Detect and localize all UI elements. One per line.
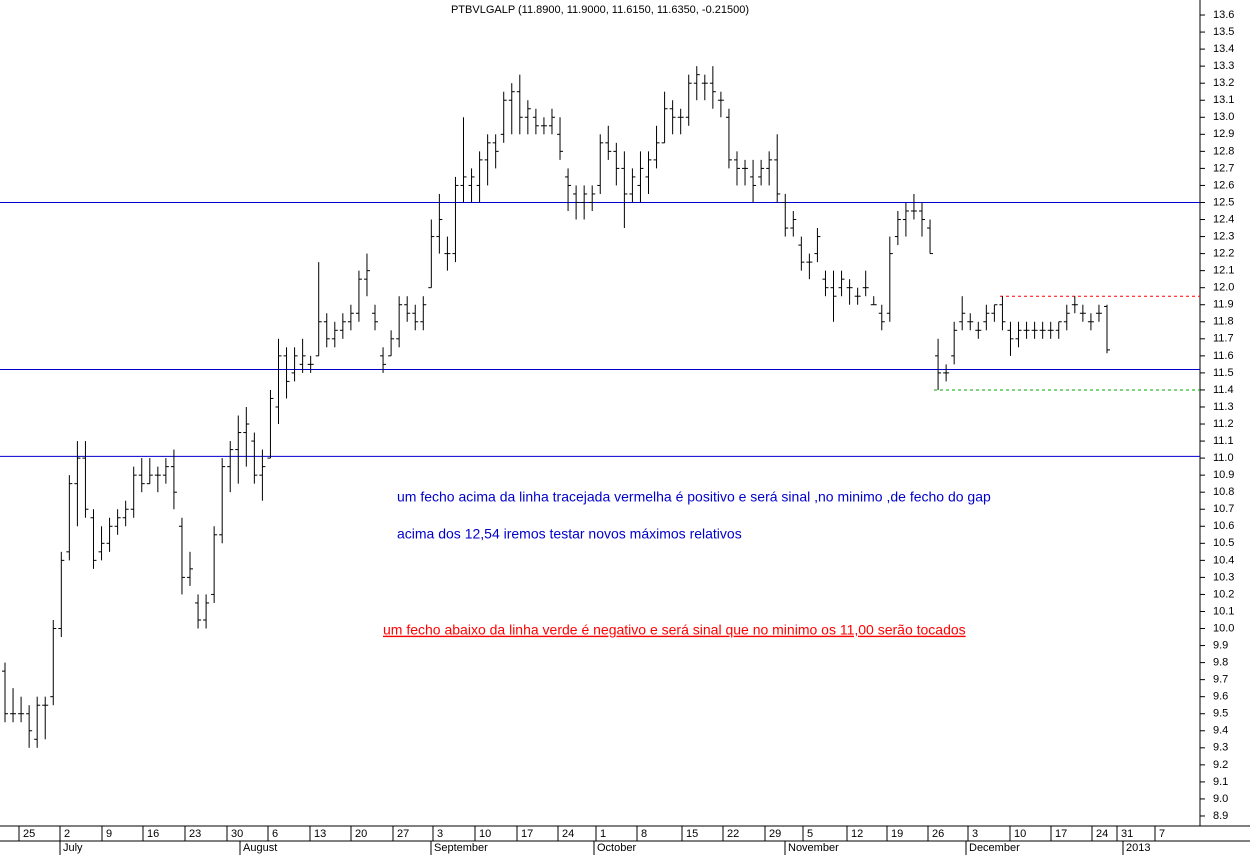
month-label: October bbox=[597, 842, 636, 854]
x-tick-label: 25 bbox=[23, 828, 35, 840]
y-tick-label: 11.9 bbox=[1213, 299, 1234, 311]
y-tick-label: 10.6 bbox=[1213, 520, 1234, 532]
y-tick-label: 13.6 bbox=[1213, 9, 1234, 21]
y-tick-label: 10.7 bbox=[1213, 503, 1234, 515]
y-tick-label: 9.1 bbox=[1213, 776, 1228, 788]
y-tick-label: 11.7 bbox=[1213, 333, 1234, 345]
y-tick-label: 11.0 bbox=[1213, 452, 1234, 464]
y-tick-label: 12.1 bbox=[1213, 265, 1234, 277]
annotation: um fecho abaixo da linha verde é negativ… bbox=[383, 622, 966, 638]
y-tick-label: 12.5 bbox=[1213, 196, 1234, 208]
y-tick-label: 13.4 bbox=[1213, 43, 1234, 55]
x-tick-label: 8 bbox=[641, 828, 647, 840]
y-tick-label: 10.0 bbox=[1213, 622, 1234, 634]
y-tick-label: 11.3 bbox=[1213, 401, 1234, 413]
y-tick-label: 9.7 bbox=[1213, 674, 1228, 686]
month-label: July bbox=[63, 842, 83, 854]
y-tick-label: 11.5 bbox=[1213, 367, 1234, 379]
y-tick-label: 9.5 bbox=[1213, 708, 1228, 720]
y-tick-label: 10.2 bbox=[1213, 588, 1234, 600]
x-tick-label: 9 bbox=[106, 828, 112, 840]
y-tick-label: 10.1 bbox=[1213, 605, 1234, 617]
y-tick-label: 10.9 bbox=[1213, 469, 1234, 481]
x-tick-label: 27 bbox=[397, 828, 409, 840]
y-tick-label: 10.3 bbox=[1213, 571, 1234, 583]
y-tick-label: 9.3 bbox=[1213, 742, 1228, 754]
x-tick-label: 31 bbox=[1121, 828, 1133, 840]
x-tick-label: 10 bbox=[1014, 828, 1026, 840]
y-tick-label: 10.8 bbox=[1213, 486, 1234, 498]
y-tick-label: 12.6 bbox=[1213, 179, 1234, 191]
y-tick-label: 10.5 bbox=[1213, 537, 1234, 549]
y-tick-label: 13.2 bbox=[1213, 77, 1234, 89]
x-tick-label: 29 bbox=[769, 828, 781, 840]
y-tick-label: 9.8 bbox=[1213, 657, 1228, 669]
y-tick-label: 12.3 bbox=[1213, 230, 1234, 242]
x-tick-label: 13 bbox=[314, 828, 326, 840]
y-tick-label: 12.0 bbox=[1213, 282, 1234, 294]
y-tick-label: 13.5 bbox=[1213, 26, 1234, 38]
x-tick-label: 16 bbox=[147, 828, 159, 840]
x-tick-label: 22 bbox=[727, 828, 739, 840]
x-tick-label: 26 bbox=[932, 828, 944, 840]
month-label: November bbox=[788, 842, 839, 854]
x-tick-label: 20 bbox=[355, 828, 367, 840]
y-tick-label: 11.6 bbox=[1213, 350, 1234, 362]
x-tick-label: 17 bbox=[1055, 828, 1067, 840]
x-tick-label: 30 bbox=[231, 828, 243, 840]
x-tick-label: 17 bbox=[521, 828, 533, 840]
chart-title: PTBVLGALP (11.8900, 11.9000, 11.6150, 11… bbox=[451, 4, 749, 16]
x-tick-label: 3 bbox=[972, 828, 978, 840]
y-tick-label: 9.6 bbox=[1213, 691, 1228, 703]
x-tick-label: 23 bbox=[189, 828, 201, 840]
x-tick-label: 24 bbox=[1096, 828, 1108, 840]
month-label: 2013 bbox=[1126, 842, 1150, 854]
x-tick-label: 10 bbox=[479, 828, 491, 840]
month-label: December bbox=[969, 842, 1020, 854]
annotation: acima dos 12,54 iremos testar novos máxi… bbox=[397, 526, 742, 542]
y-tick-label: 12.7 bbox=[1213, 162, 1234, 174]
x-tick-label: 12 bbox=[851, 828, 863, 840]
x-tick-label: 2 bbox=[64, 828, 70, 840]
x-tick-label: 5 bbox=[807, 828, 813, 840]
y-tick-label: 11.1 bbox=[1213, 435, 1234, 447]
x-tick-label: 7 bbox=[1159, 828, 1165, 840]
y-tick-label: 12.8 bbox=[1213, 145, 1234, 157]
x-tick-label: 1 bbox=[600, 828, 606, 840]
y-tick-label: 9.9 bbox=[1213, 639, 1228, 651]
x-tick-label: 15 bbox=[686, 828, 698, 840]
y-tick-label: 13.0 bbox=[1213, 111, 1234, 123]
y-tick-label: 13.3 bbox=[1213, 60, 1234, 72]
x-tick-label: 3 bbox=[437, 828, 443, 840]
x-tick-label: 19 bbox=[891, 828, 903, 840]
annotation: um fecho acima da linha tracejada vermel… bbox=[397, 489, 991, 505]
y-tick-label: 11.8 bbox=[1213, 316, 1234, 328]
y-tick-label: 10.4 bbox=[1213, 554, 1234, 566]
y-tick-label: 8.9 bbox=[1213, 810, 1228, 822]
month-label: August bbox=[243, 842, 277, 854]
y-tick-label: 11.2 bbox=[1213, 418, 1234, 430]
x-tick-label: 6 bbox=[272, 828, 278, 840]
y-tick-label: 9.0 bbox=[1213, 793, 1228, 805]
y-tick-label: 13.1 bbox=[1213, 94, 1234, 106]
y-tick-label: 9.4 bbox=[1213, 725, 1228, 737]
y-tick-label: 12.2 bbox=[1213, 248, 1234, 260]
x-tick-label: 24 bbox=[562, 828, 574, 840]
y-tick-label: 11.4 bbox=[1213, 384, 1234, 396]
month-label: September bbox=[434, 842, 488, 854]
y-tick-label: 9.2 bbox=[1213, 759, 1228, 771]
y-tick-label: 12.9 bbox=[1213, 128, 1234, 140]
y-tick-label: 12.4 bbox=[1213, 213, 1234, 225]
